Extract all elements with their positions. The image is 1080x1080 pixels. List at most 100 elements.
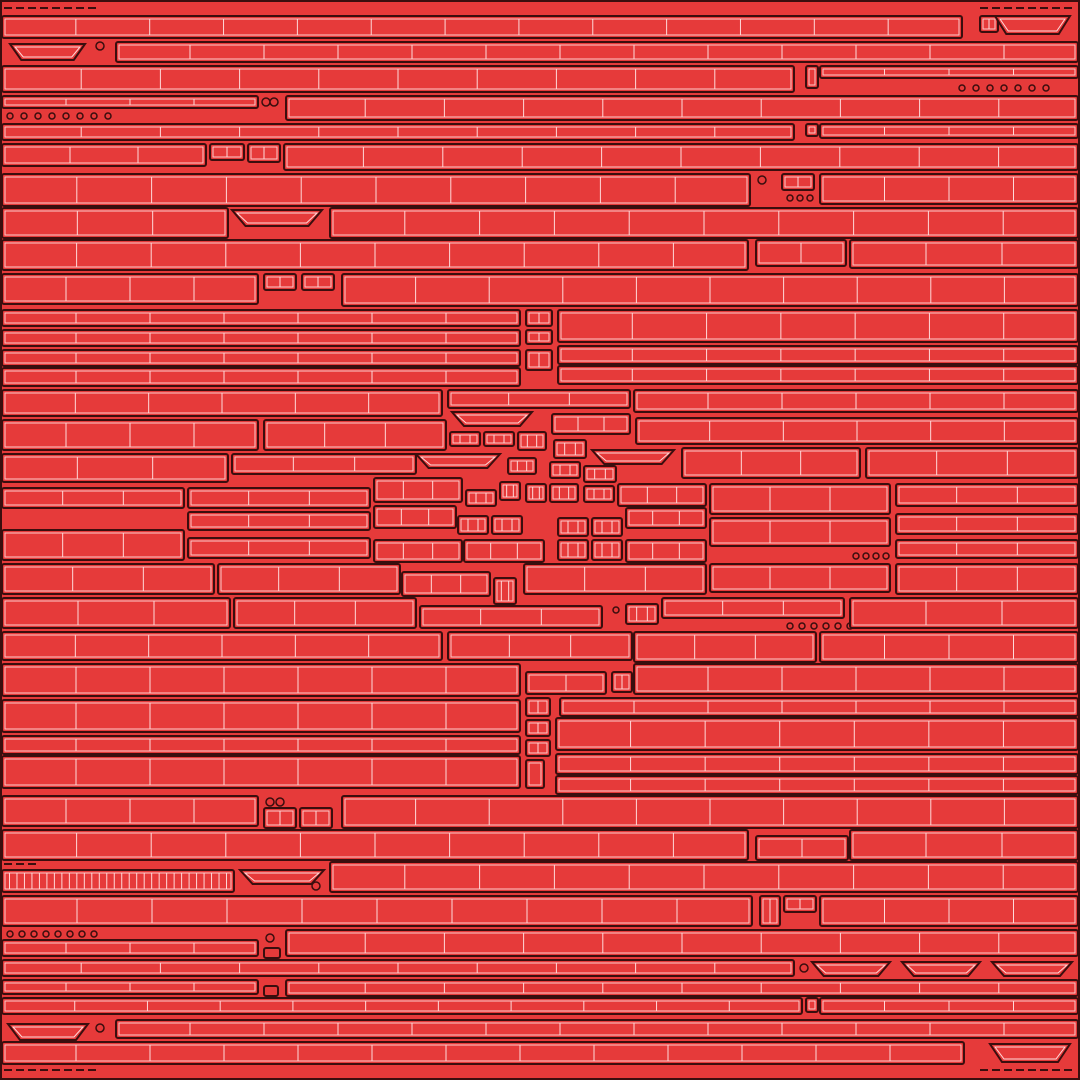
panel-inner-border xyxy=(4,1000,800,1012)
panel-strip xyxy=(895,539,1079,559)
center-tile xyxy=(549,483,579,503)
connector-circle xyxy=(757,175,767,185)
connector-circle xyxy=(90,112,98,120)
panel-strip xyxy=(115,1019,1079,1039)
center-tile xyxy=(483,431,515,447)
panel-inner-border xyxy=(898,486,1076,504)
panel-inner-border xyxy=(712,486,888,512)
panel-strip xyxy=(1,597,231,629)
bracket-trapezoid-inner xyxy=(595,452,671,462)
panel-inner-border xyxy=(520,434,544,448)
small-plate xyxy=(263,947,281,959)
panel-inner-border xyxy=(502,484,518,498)
panel-inner-border xyxy=(190,514,368,528)
center-tile xyxy=(465,489,497,507)
bracket-trapezoid-inner xyxy=(995,964,1069,974)
connector-circle xyxy=(54,930,62,938)
panel-inner-border xyxy=(552,486,576,500)
panel-inner-border xyxy=(684,450,858,476)
panel-inner-border xyxy=(190,540,368,556)
panel-inner-border xyxy=(712,520,888,544)
panel-inner-border xyxy=(554,416,628,432)
panel-inner-border xyxy=(558,720,1076,748)
panel-inner-border xyxy=(528,762,542,786)
panel-strip xyxy=(447,631,633,661)
panel-strip xyxy=(1,699,521,733)
connector-circle xyxy=(972,84,980,92)
panel-strip xyxy=(233,597,417,629)
connector-circle xyxy=(810,622,818,630)
connector-circle xyxy=(76,112,84,120)
panel-inner-border xyxy=(808,68,816,86)
panel-inner-border xyxy=(404,574,488,594)
connector-circle xyxy=(872,552,880,560)
panel-inner-border xyxy=(4,1044,962,1062)
panel-inner-border xyxy=(486,434,512,444)
center-tile xyxy=(449,431,481,447)
panel-strip xyxy=(849,829,1079,861)
bracket-trapezoid xyxy=(989,961,1075,977)
bracket-trapezoid-inner xyxy=(999,18,1066,32)
center-tile xyxy=(517,431,547,451)
panel-inner-border xyxy=(594,520,620,534)
panel-inner-border xyxy=(556,442,584,456)
bracket-trapezoid xyxy=(6,1023,90,1041)
panel-inner-border xyxy=(868,450,1076,476)
panel-strip xyxy=(1,563,215,595)
connector-circle xyxy=(799,963,809,973)
panel-strip xyxy=(1,735,521,755)
connector-circle xyxy=(786,194,794,202)
panel-inner-border xyxy=(460,518,486,532)
bracket-trapezoid xyxy=(229,209,325,227)
connector-circle xyxy=(986,84,994,92)
panel-strip xyxy=(263,419,447,451)
panel-inner-border xyxy=(4,738,518,752)
center-tile xyxy=(557,517,589,537)
connector-circle xyxy=(95,41,105,51)
connector-circle xyxy=(269,97,279,107)
bracket-trapezoid-inner xyxy=(13,46,82,58)
bracket-trapezoid xyxy=(237,869,327,885)
center-tile xyxy=(491,515,523,535)
panel-inner-border xyxy=(4,370,518,384)
center-tile xyxy=(373,477,463,503)
center-tile xyxy=(549,461,581,479)
panel-inner-border xyxy=(528,486,544,500)
panel-inner-border xyxy=(4,456,226,480)
center-tile xyxy=(557,539,589,561)
connector-circle xyxy=(90,930,98,938)
panel-strip xyxy=(555,717,1079,751)
bracket-trapezoid xyxy=(899,961,983,977)
panel-inner-border xyxy=(236,600,414,626)
panel-strip xyxy=(217,563,401,595)
connector-circle xyxy=(6,112,14,120)
center-tile xyxy=(553,439,587,459)
panel-strip xyxy=(709,483,891,515)
panel-strip xyxy=(1,329,521,347)
panel-inner-border xyxy=(620,486,704,504)
connector-circle xyxy=(852,552,860,560)
panel-inner-border xyxy=(468,492,494,504)
connector-circle xyxy=(796,194,804,202)
panel-inner-border xyxy=(852,242,1076,266)
connector-circle xyxy=(311,881,321,891)
panel-inner-border xyxy=(4,352,518,364)
panel-strip xyxy=(187,487,371,509)
connector-circle xyxy=(612,606,620,614)
panel-inner-border xyxy=(560,368,1076,382)
small-plate xyxy=(263,985,279,997)
panel-strip xyxy=(1,487,185,509)
panel-strip xyxy=(557,345,1079,365)
panel-inner-border xyxy=(852,832,1076,858)
connector-circle xyxy=(6,930,14,938)
panel-inner-border xyxy=(594,542,620,558)
connector-circle xyxy=(822,622,830,630)
panel-inner-border xyxy=(4,18,960,36)
center-tile xyxy=(625,539,707,563)
panel-inner-border xyxy=(422,608,600,626)
ribbed-strip xyxy=(1,869,235,893)
panel-inner-border xyxy=(4,702,518,730)
connector-circle xyxy=(786,622,794,630)
connector-circle xyxy=(261,97,271,107)
